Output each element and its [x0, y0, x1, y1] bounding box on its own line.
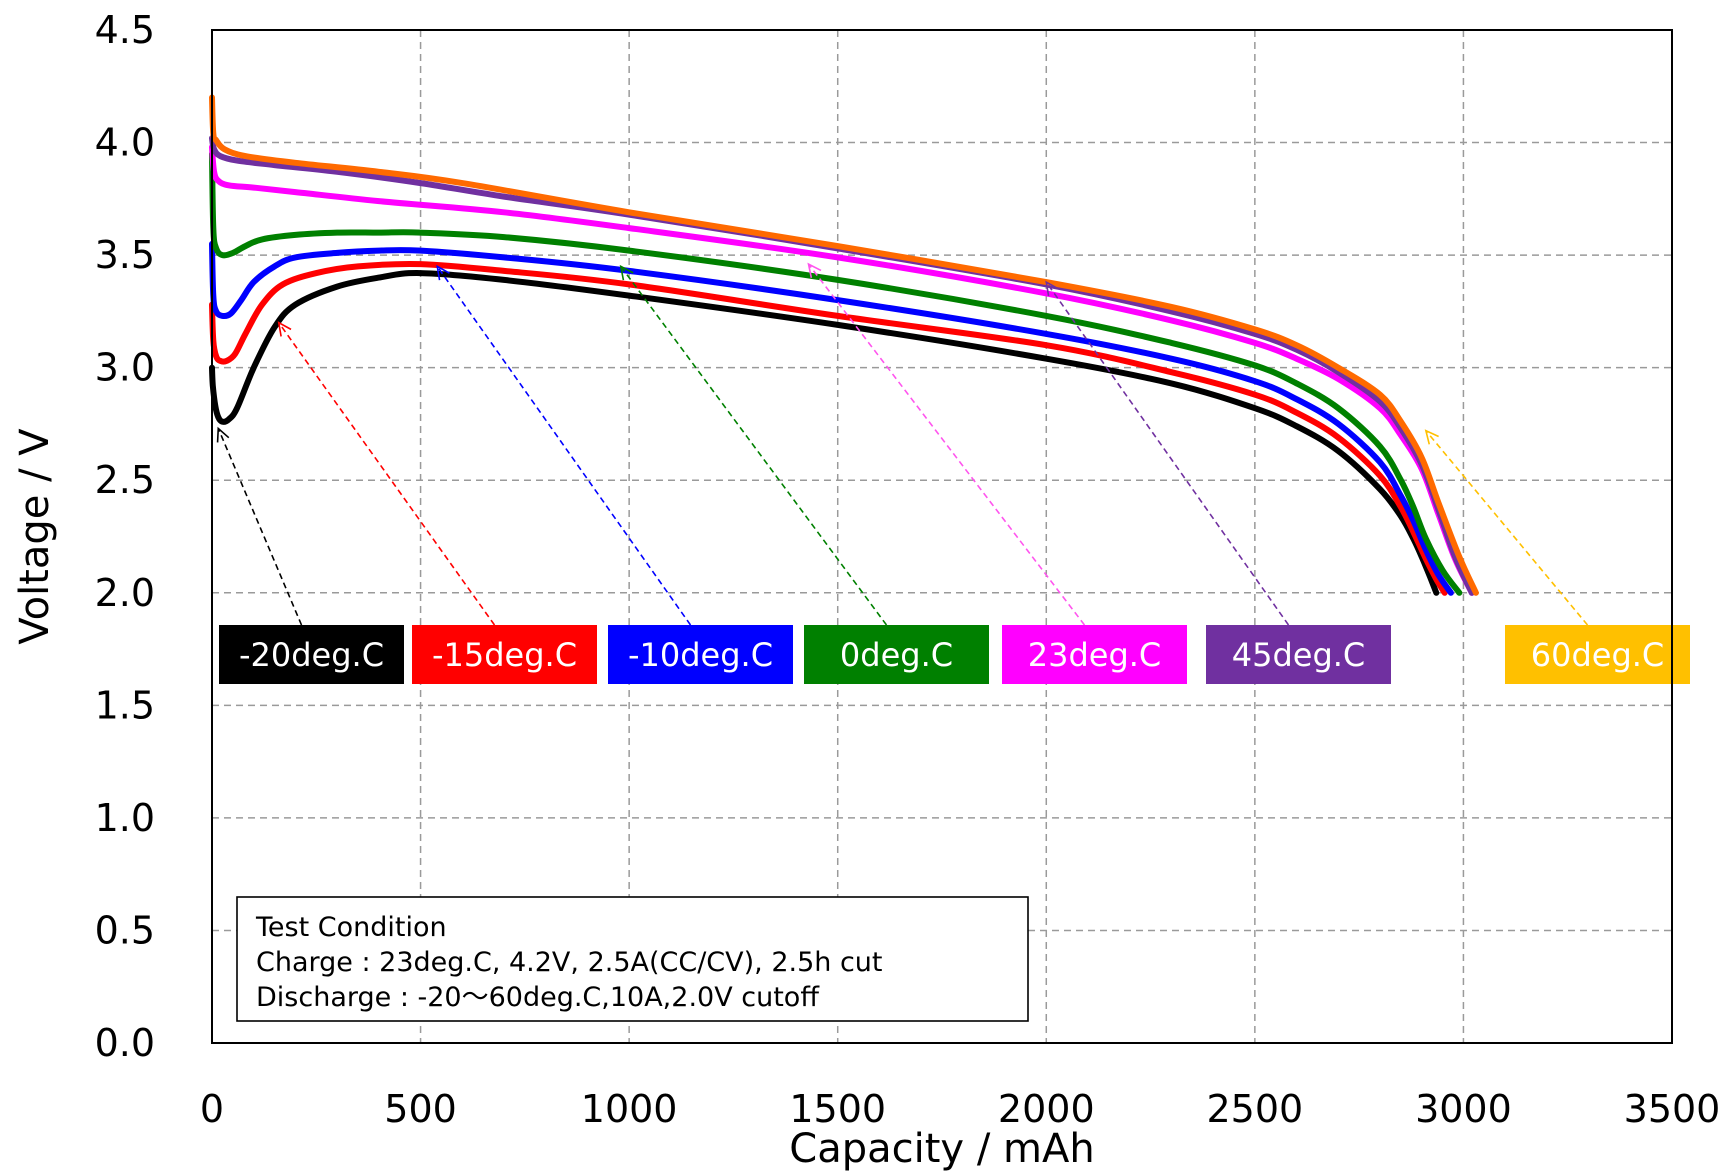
series-tag-label: -15deg.C [432, 636, 577, 674]
tag-arrow-line [620, 265, 888, 626]
y-tick-label: 4.0 [95, 121, 155, 165]
y-tick-label: 3.0 [95, 346, 155, 390]
x-tick-label: 500 [384, 1087, 457, 1131]
tag-arrow-line [1425, 430, 1589, 626]
series-line [209, 144, 1475, 596]
y-tick-label: 0.0 [95, 1021, 155, 1065]
y-tick-label: 3.5 [95, 233, 155, 277]
x-tick-label: 3000 [1415, 1087, 1512, 1131]
y-tick-label: 2.0 [95, 571, 155, 615]
tag-arrow-head [807, 262, 822, 278]
tag-arrow-head [1045, 280, 1059, 297]
series-tag-box [608, 625, 793, 684]
series-tag-box [219, 625, 404, 684]
tag-arrow-head [216, 426, 230, 443]
x-tick-label: 1000 [581, 1087, 678, 1131]
series-tag-label: 23deg.C [1028, 636, 1162, 674]
series-line [209, 240, 1454, 596]
series-tag-box [1206, 625, 1391, 684]
y-tick-label: 2.5 [95, 458, 155, 502]
series-tag-label: 60deg.C [1531, 636, 1665, 674]
series-tag-box [1002, 625, 1187, 684]
y-axis-title: Voltage / V [12, 428, 58, 645]
series-tags: -20deg.C -15deg.C -10deg.C 0deg.C 23deg.C 45d… [219, 625, 1690, 684]
y-tick-label: 4.5 [95, 8, 155, 52]
tag-arrow-line [217, 428, 303, 626]
tag-arrow-line [436, 265, 692, 626]
y-tick-label: 1.0 [95, 796, 155, 840]
test-condition-box: Test Condition Charge : 23deg.C, 4.2V, 2.… [236, 896, 1029, 1022]
tick-labels: 0 500 1000 1500 2000 2500 3000 3500 0.0 0.5 1.0 1.5… [95, 8, 1721, 1131]
series-line [209, 150, 1463, 596]
series-tag-label: -20deg.C [239, 636, 384, 674]
tag-arrow-head [277, 321, 292, 337]
series-tag-box [804, 625, 989, 684]
x-tick-label: 2000 [998, 1087, 1095, 1131]
x-tick-label: 0 [200, 1087, 224, 1131]
tag-arrows [216, 262, 1589, 626]
tag-arrow-head [1424, 429, 1439, 445]
series-line [209, 260, 1448, 596]
y-tick-label: 0.5 [95, 908, 155, 952]
series-tag-label: -10deg.C [628, 636, 773, 674]
test-condition-line: Test Condition [255, 912, 447, 943]
tag-arrow-head [436, 264, 450, 281]
test-condition-line: Discharge : -20～60deg.C,10A,2.0V cutoff [256, 982, 820, 1013]
y-tick-label: 1.5 [95, 683, 155, 727]
plot-frame [211, 29, 1673, 1044]
x-tick-label: 3500 [1624, 1087, 1721, 1131]
series-tag-label: 0deg.C [840, 636, 953, 674]
x-tick-label: 2500 [1206, 1087, 1303, 1131]
x-tick-label: 1500 [789, 1087, 886, 1131]
series-line [209, 94, 1479, 596]
test-condition-line: Charge : 23deg.C, 4.2V, 2.5A(CC/CV), 2.5… [256, 947, 883, 978]
tag-arrow-line [278, 322, 496, 626]
tag-arrow-line [807, 263, 1086, 626]
series-lines [209, 94, 1479, 596]
series-tag-label: 45deg.C [1232, 636, 1366, 674]
test-condition-frame [236, 896, 1029, 1022]
series-tag-box [1505, 625, 1690, 684]
series-line [209, 135, 1475, 596]
tag-arrow-head [619, 264, 634, 281]
series-tag-box [412, 625, 597, 684]
x-axis-title: Capacity / mAh [789, 1126, 1094, 1171]
series-line [209, 270, 1440, 596]
